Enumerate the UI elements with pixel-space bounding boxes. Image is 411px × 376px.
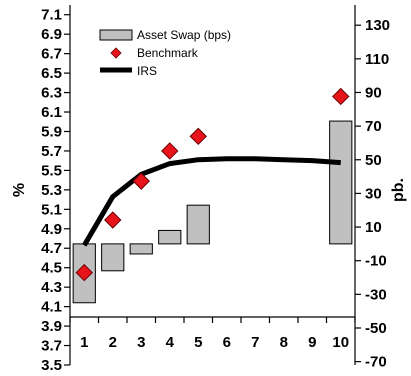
benchmark-point xyxy=(332,87,350,106)
y-tick-label-right: 110 xyxy=(365,51,389,68)
benchmark-point xyxy=(104,211,122,229)
legend-marker-benchmark xyxy=(110,47,122,59)
x-tick-label: 5 xyxy=(194,334,202,351)
y-tick-label-left: 5.3 xyxy=(41,182,62,199)
tick-labels: 3.5 3.7 3.9 4.1 4.3 4.5 4.7 4.9 5.1 5.3 5.5 5.7 5.9 6… xyxy=(41,7,390,374)
y-axis-title-right: pb. xyxy=(390,178,407,202)
y-tick-label-left: 4.1 xyxy=(41,299,62,316)
y-tick-label-right: 70 xyxy=(365,118,382,135)
benchmark-point xyxy=(161,142,179,160)
benchmark-point xyxy=(189,127,207,146)
y-tick-label-left: 5.5 xyxy=(41,162,62,179)
y-tick-label-left: 4.3 xyxy=(41,279,62,296)
y-tick-label-left: 6.3 xyxy=(41,85,62,102)
legend-label-benchmark: Benchmark xyxy=(137,46,199,60)
irs-line xyxy=(82,156,341,247)
x-tick-label: 7 xyxy=(251,334,259,351)
y-tick-label-right: 10 xyxy=(365,219,382,236)
y-tick-label-left: 5.7 xyxy=(41,143,62,160)
y-tick-label-left: 3.9 xyxy=(41,318,62,335)
asset-swap-bars xyxy=(72,120,353,304)
y-tick-label-left: 6.9 xyxy=(41,26,62,43)
x-tick-label: 1 xyxy=(80,334,88,351)
asset-swap-bar xyxy=(158,229,182,245)
axes xyxy=(64,5,361,366)
asset-swap-bar xyxy=(186,204,210,245)
y-tick-label-left: 4.5 xyxy=(41,260,62,277)
x-tick-label: 8 xyxy=(280,334,288,351)
irs-series xyxy=(82,156,341,247)
y-tick-label-right: -50 xyxy=(365,320,387,337)
x-tick-label: 10 xyxy=(332,334,349,351)
y-tick-label-left: 7.1 xyxy=(41,7,62,24)
y-tick-label-left: 6.1 xyxy=(41,104,62,121)
x-tick-label: 6 xyxy=(223,334,231,351)
asset-swap-bar xyxy=(129,243,153,255)
y-tick-label-right: 130 xyxy=(365,17,390,34)
y-tick-label-left: 4.9 xyxy=(41,221,62,238)
y-tick-label-right: 50 xyxy=(365,152,382,169)
y-axis-title-left: % xyxy=(11,183,28,197)
y-tick-label-left: 4.7 xyxy=(41,240,62,257)
legend-label-irs: IRS xyxy=(137,64,157,78)
x-tick-label: 4 xyxy=(166,334,175,351)
benchmark-point xyxy=(75,263,93,282)
y-tick-label-left: 6.7 xyxy=(41,46,62,63)
y-tick-label-left: 5.1 xyxy=(41,201,62,218)
x-tick-label: 2 xyxy=(109,334,117,351)
x-tick-label: 3 xyxy=(137,334,145,351)
x-tick-label: 9 xyxy=(308,334,316,351)
y-tick-label-left: 3.7 xyxy=(41,338,62,355)
y-tick-label-left: 5.9 xyxy=(41,123,62,140)
y-tick-label-right: -30 xyxy=(365,286,387,303)
y-tick-label-right: -70 xyxy=(365,354,387,371)
asset-swap-bar xyxy=(329,120,353,245)
y-tick-label-right: 30 xyxy=(365,185,382,202)
y-tick-label-left: 3.5 xyxy=(41,357,62,374)
benchmark-point xyxy=(132,172,150,190)
y-tick-label-right: -10 xyxy=(365,253,387,270)
legend-swatch-asset-swap xyxy=(99,29,133,41)
legend-label-asset-swap: Asset Swap (bps) xyxy=(137,28,231,42)
y-tick-label-right: 90 xyxy=(365,84,382,101)
legend: Asset Swap (bps) Benchmark IRS xyxy=(99,28,231,78)
asset-swap-bar xyxy=(101,243,125,272)
benchmark-markers xyxy=(75,87,350,282)
y-tick-label-left: 6.5 xyxy=(41,65,62,82)
